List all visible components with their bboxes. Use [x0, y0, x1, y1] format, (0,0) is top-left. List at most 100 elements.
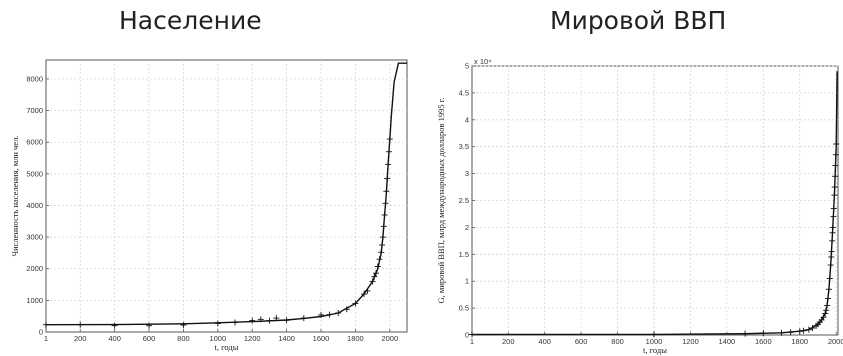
data-point [326, 311, 333, 318]
data-point [371, 273, 378, 280]
y-tick-label: 2000 [26, 264, 43, 273]
data-point [800, 327, 807, 334]
data-point [809, 325, 816, 332]
data-point [381, 211, 388, 218]
y-tick-label: 7000 [26, 106, 43, 115]
data-point [146, 322, 153, 329]
data-point [352, 300, 359, 307]
data-point [386, 136, 393, 143]
x-tick-label: 1200 [244, 334, 261, 343]
x-tick-label: 1 [44, 334, 48, 343]
data-point [820, 314, 827, 321]
data-point [379, 234, 386, 241]
x-tick-label: 1200 [682, 337, 699, 346]
data-point [832, 151, 839, 158]
data-point [826, 275, 833, 282]
data-point [385, 161, 392, 168]
data-point [369, 278, 376, 285]
x-axis-label: t, годы [215, 342, 239, 352]
x-tick-label: 1600 [313, 334, 330, 343]
data-point [787, 329, 794, 336]
data-point [828, 248, 835, 255]
data-point [361, 291, 368, 298]
gdp-chart-title: Мировой ВВП [550, 6, 727, 35]
data-point [832, 173, 839, 180]
y-exponent-label: x 10⁴ [474, 57, 491, 66]
data-point [378, 249, 385, 256]
data-point [825, 286, 832, 293]
y-tick-label: 0.5 [459, 304, 469, 313]
data-point [364, 287, 371, 294]
x-tick-label: 600 [575, 337, 588, 346]
x-tick-label: 2000 [381, 334, 398, 343]
x-tick-label: 600 [143, 334, 156, 343]
data-point [257, 316, 264, 323]
x-tick-label: 2000 [828, 337, 843, 346]
y-tick-label: 4000 [26, 201, 43, 210]
data-point [273, 315, 280, 322]
data-point [384, 175, 391, 182]
data-point [833, 141, 840, 148]
data-point [830, 205, 837, 212]
data-point [829, 237, 836, 244]
population-chart: 1 200 400 600 800 1000 1200 1400 1600 1800 2000010… [10, 59, 408, 352]
data-point [77, 321, 84, 328]
data-point [300, 315, 307, 322]
data-point [343, 306, 350, 313]
data-point [824, 295, 831, 302]
data-point [373, 270, 380, 277]
data-point [824, 302, 831, 309]
y-tick-label: 0 [465, 331, 469, 340]
y-tick-label: 4.5 [459, 88, 469, 97]
y-tick-label: 8000 [26, 74, 43, 83]
data-point [43, 321, 49, 328]
data-point [214, 320, 221, 327]
data-point [376, 256, 383, 263]
data-point [232, 319, 239, 326]
data-point [760, 330, 767, 337]
y-tick-label: 1000 [26, 296, 43, 305]
data-point [249, 317, 256, 324]
data-point [383, 188, 390, 195]
x-axis-label: t, годы [643, 345, 667, 355]
data-point [379, 242, 386, 249]
y-tick-label: 2 [465, 223, 469, 232]
y-axis-label: Численность населения, млн чел. [10, 136, 20, 257]
data-point [283, 317, 290, 324]
x-tick-label: 800 [611, 337, 624, 346]
y-tick-label: 0 [39, 328, 43, 337]
gdp-chart: 1 200 400 600 800 1000 1200 1400 1600 1800 200000.… [436, 57, 843, 355]
data-point [778, 329, 785, 336]
y-tick-label: 6000 [26, 138, 43, 147]
data-point [180, 322, 187, 329]
y-tick-label: 3 [465, 169, 469, 178]
data-point [828, 253, 835, 260]
y-tick-label: 5000 [26, 169, 43, 178]
x-tick-label: 1000 [646, 337, 663, 346]
data-point [374, 263, 381, 270]
data-point [832, 162, 839, 169]
x-tick-label: 1800 [791, 337, 808, 346]
data-point [385, 148, 392, 155]
y-tick-label: 1.5 [459, 250, 469, 259]
data-point [335, 310, 342, 317]
x-tick-label: 200 [74, 334, 87, 343]
x-tick-label: 800 [177, 334, 190, 343]
data-point [796, 328, 803, 335]
x-tick-label: 400 [538, 337, 551, 346]
data-point [742, 330, 749, 337]
data-point [829, 224, 836, 231]
x-tick-label: 400 [108, 334, 121, 343]
data-point [831, 184, 838, 191]
data-point [266, 317, 273, 324]
x-tick-label: 1600 [755, 337, 772, 346]
plot-area [471, 65, 839, 336]
data-point [380, 223, 387, 230]
y-tick-label: 3000 [26, 233, 43, 242]
data-point [823, 307, 830, 314]
data-point [805, 326, 812, 333]
y-tick-label: 5 [465, 62, 469, 71]
y-axis-label: G, мировой ВВП, млрд международных долла… [436, 98, 446, 304]
y-tick-label: 4 [465, 115, 469, 124]
